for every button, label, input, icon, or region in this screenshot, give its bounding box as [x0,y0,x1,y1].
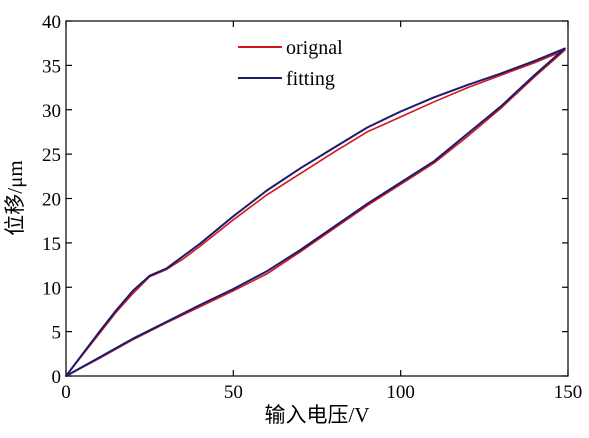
x-tick-label: 0 [61,382,71,403]
y-tick-label: 5 [52,323,62,344]
series-layer [65,47,566,377]
x-tick-label: 150 [554,382,583,403]
x-axis-label: 输入电压/V [265,403,370,427]
y-tick-label: 15 [42,234,61,255]
y-tick-label: 20 [42,190,61,211]
axes-layer: 0 50 100 150 0 5 10 15 20 25 30 35 40 [42,12,582,403]
y-tick-label: 25 [42,145,61,166]
y-axis-label: 位移/μm [3,160,27,235]
x-tick-label: 50 [224,382,243,403]
y-tick-label: 30 [42,101,61,122]
series-line-orignal-branch-1 [65,49,566,377]
legend-label-orignal: orignal [286,37,343,59]
y-tick-label: 35 [42,56,61,77]
series-line-fitting-branch-1 [65,47,566,377]
legend-label-fitting: fitting [286,68,335,90]
legend: orignal fitting [238,37,343,90]
y-tick-label: 10 [42,278,61,299]
series-line-orignal-branch-2 [65,49,566,377]
y-tick-label: 40 [42,12,61,33]
series-line-fitting-branch-2 [65,47,566,377]
x-tick-label: 100 [386,382,415,403]
y-tick-label: 0 [52,367,62,388]
